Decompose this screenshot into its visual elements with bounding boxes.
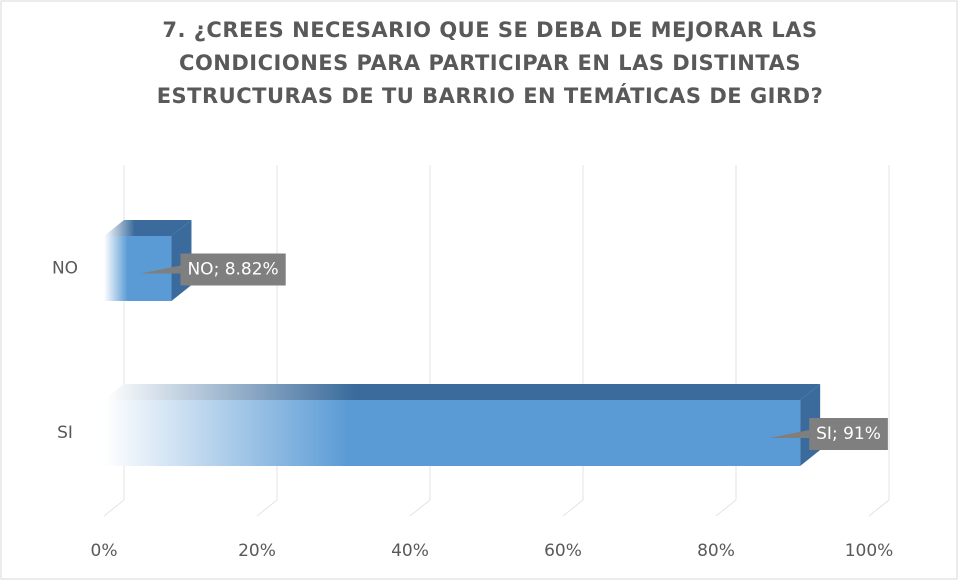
grid-floor xyxy=(868,499,890,517)
grid-floor xyxy=(715,499,737,517)
grid-floor xyxy=(562,499,584,517)
chart-title: 7. ¿CREES NECESARIO QUE SE DEBA DE MEJOR… xyxy=(162,18,817,42)
y-tick-label: NO xyxy=(52,259,78,279)
data-label: NO; 8.82% xyxy=(187,260,278,280)
x-tick-label: 80% xyxy=(697,541,735,561)
bar xyxy=(104,400,801,466)
chart-title: ESTRUCTURAS DE TU BARRIO EN TEMÁTICAS DE… xyxy=(157,83,824,108)
data-label-box xyxy=(180,253,286,286)
bar xyxy=(104,236,172,301)
grid-floor xyxy=(256,499,278,517)
x-tick-label: 20% xyxy=(238,541,276,561)
bar-top xyxy=(104,384,821,400)
label-pointer xyxy=(140,265,181,274)
x-tick-label: 60% xyxy=(544,541,582,561)
data-label: SI; 91% xyxy=(816,424,881,444)
data-label-box xyxy=(809,418,888,450)
x-tick-label: 40% xyxy=(391,541,429,561)
y-tick-label: SI xyxy=(57,423,73,443)
chart-title: CONDICIONES PARA PARTICIPAR EN LAS DISTI… xyxy=(179,51,801,75)
bar-top xyxy=(104,220,192,236)
grid-floor xyxy=(103,499,125,517)
label-pointer xyxy=(769,430,810,438)
grid-floor xyxy=(409,499,431,517)
x-tick-label: 100% xyxy=(845,541,894,561)
x-tick-label: 0% xyxy=(91,541,118,561)
